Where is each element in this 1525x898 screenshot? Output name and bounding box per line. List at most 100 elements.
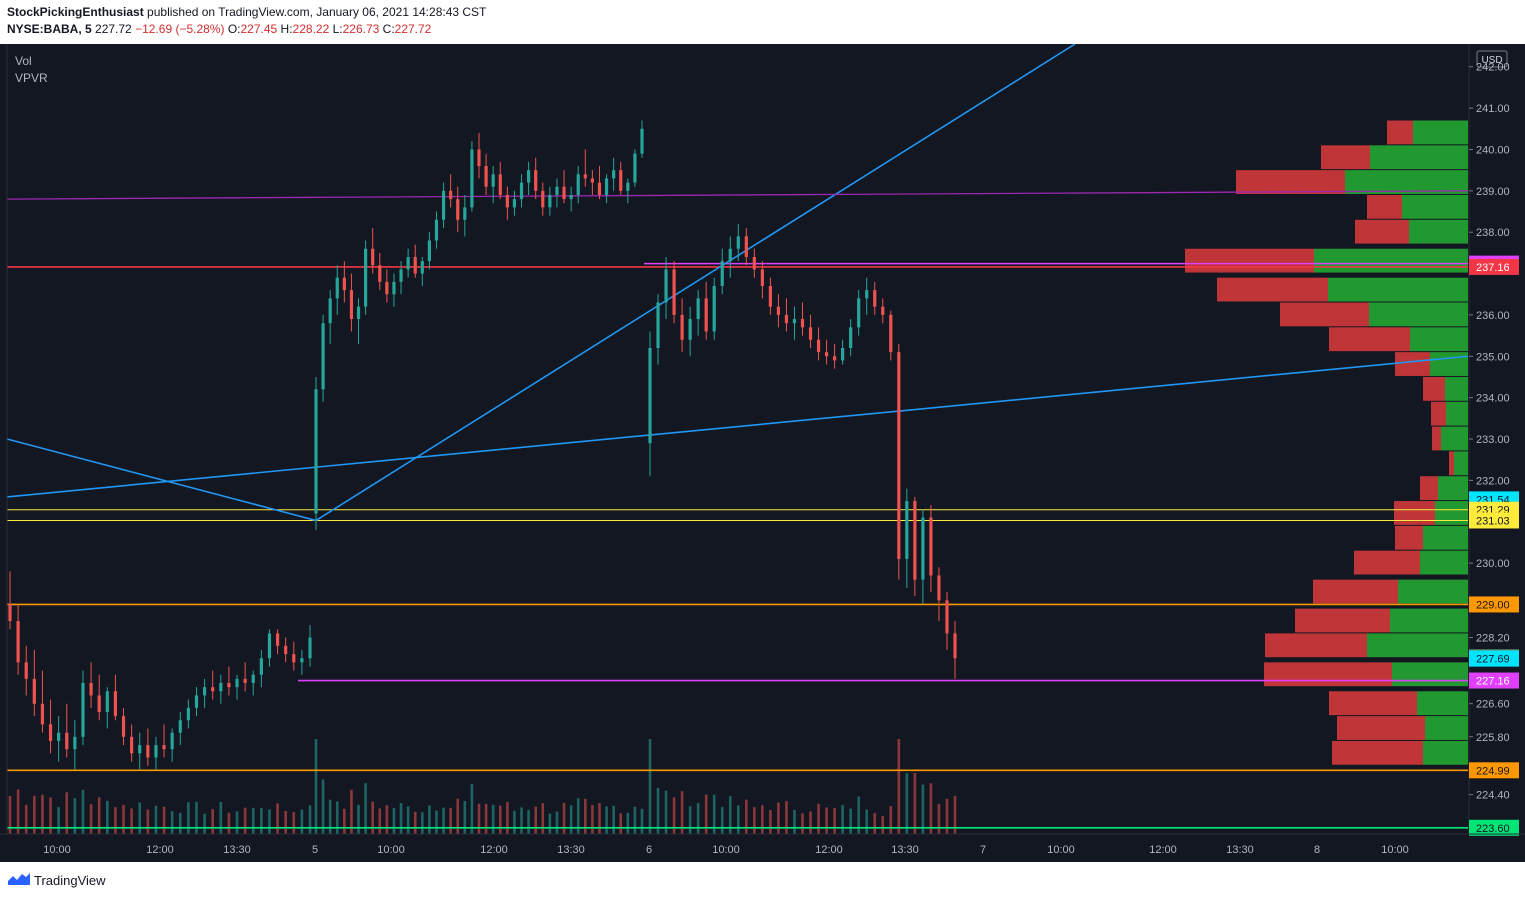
vpvr-up-bar-20 — [1367, 633, 1468, 658]
low-value: 226.73 — [342, 22, 380, 36]
volume-bar-32 — [268, 809, 271, 834]
candle-body-60 — [470, 149, 474, 208]
candle-67 — [519, 174, 524, 208]
x-tick-label-14: 13:30 — [1226, 844, 1254, 856]
candle-113 — [873, 281, 877, 315]
candle-body-14 — [121, 716, 126, 737]
candle-26 — [219, 674, 223, 704]
symbol-label[interactable]: NYSE:BABA, 5 — [7, 22, 92, 36]
vpvr-down-bar-18 — [1313, 579, 1398, 604]
candle-body-90 — [688, 319, 692, 340]
volume-bar-84 — [640, 808, 644, 834]
candle-body-121 — [937, 575, 941, 601]
legend-vol[interactable]: Vol — [15, 54, 32, 68]
x-tick-label-10: 13:30 — [891, 844, 919, 856]
vpvr-up-bar-11 — [1446, 401, 1468, 426]
candle-body-99 — [760, 269, 764, 286]
candle-body-12 — [105, 691, 109, 712]
candle-17 — [146, 728, 150, 766]
vpvr-up-bar-10 — [1445, 376, 1468, 401]
x-tick-label-12: 10:00 — [1047, 844, 1075, 856]
candle-body-46 — [371, 248, 375, 266]
candle-21 — [178, 711, 182, 746]
candle-12 — [105, 687, 109, 729]
candle-body-103 — [792, 319, 797, 324]
volume-bar-72 — [555, 811, 559, 834]
candle-50 — [399, 261, 403, 295]
volume-bar-4 — [41, 794, 44, 834]
candle-93 — [712, 277, 716, 340]
candle-105 — [808, 314, 813, 349]
x-tick-label-6: 13:30 — [557, 844, 585, 856]
vpvr-up-bar-17 — [1420, 550, 1468, 575]
volume-bar-74 — [569, 805, 573, 834]
candle-120 — [929, 505, 933, 593]
legend-vpvr[interactable]: VPVR — [15, 71, 48, 85]
volume-bar-76 — [584, 798, 587, 834]
x-tick-label-0: 10:00 — [43, 844, 71, 856]
price-tag-label-1: 237.16 — [1476, 262, 1510, 274]
x-tick-label-2: 13:30 — [223, 844, 251, 856]
vpvr-up-bar-1 — [1370, 145, 1468, 170]
candle-body-49 — [392, 281, 396, 295]
price-tag-label-7: 227.69 — [1476, 654, 1510, 666]
candle-body-3 — [32, 678, 36, 704]
vpvr-up-bar-4 — [1409, 219, 1468, 244]
candle-4 — [40, 670, 45, 733]
volume-bar-18 — [154, 805, 158, 834]
volume-bar-1 — [16, 789, 20, 834]
candle-body-0 — [8, 604, 12, 621]
candle-37 — [308, 625, 312, 667]
candle-body-31 — [259, 658, 263, 675]
candle-body-67 — [519, 182, 524, 200]
candle-103 — [792, 306, 797, 340]
candle-111 — [857, 290, 861, 336]
candle-14 — [121, 707, 126, 746]
candle-body-115 — [889, 314, 893, 353]
candle-body-55 — [434, 219, 439, 241]
candle-body-37 — [308, 637, 312, 659]
candle-41 — [335, 265, 339, 315]
vpvr-down-bar-9 — [1395, 352, 1430, 376]
candle-34 — [284, 637, 288, 663]
vpvr-down-bar-3 — [1367, 194, 1402, 219]
candle-body-17 — [146, 745, 150, 758]
candle-body-32 — [267, 633, 272, 659]
price-tag-9 — [1469, 762, 1519, 779]
volume-bar-117 — [905, 773, 909, 834]
volume-bar-39 — [321, 779, 325, 834]
volume-bar-58 — [456, 798, 460, 834]
candle-body-114 — [881, 306, 885, 315]
candle-32 — [267, 629, 272, 667]
volume-bar-90 — [688, 806, 692, 834]
candle-40 — [328, 290, 332, 344]
volume-bar-23 — [195, 801, 198, 834]
volume-bar-45 — [364, 783, 367, 834]
volume-bar-103 — [793, 809, 796, 834]
candle-18 — [154, 736, 158, 770]
author-name[interactable]: StockPickingEnthusiast — [7, 5, 144, 19]
vpvr-down-bar-10 — [1423, 376, 1445, 401]
vpvr-up-bar-0 — [1413, 120, 1468, 145]
volume-bar-69 — [534, 806, 537, 834]
vpvr-down-bar-21 — [1264, 662, 1392, 687]
volume-bar-88 — [672, 797, 676, 834]
time-axis[interactable]: 10:00 12:00 13:30 5 10:00 12:00 13:30 6 10:00 12:… — [0, 833, 1525, 856]
volume-bar-68 — [527, 809, 530, 834]
candle-38 — [314, 376, 318, 530]
vpvr-down-bar-16 — [1395, 525, 1423, 550]
publish-line: StockPickingEnthusiast published on Trad… — [7, 5, 486, 19]
candle-body-112 — [865, 290, 869, 299]
candle-body-47 — [378, 265, 382, 282]
candle-body-21 — [178, 720, 182, 733]
volume-bar-66 — [513, 810, 516, 834]
volume-bar-8 — [73, 798, 77, 834]
candle-body-23 — [194, 695, 199, 708]
y-tick-label-12: 226.60 — [1476, 699, 1510, 711]
volume-bar-55 — [435, 810, 438, 834]
volume-bar-60 — [470, 784, 474, 834]
vpvr-down-bar-1 — [1321, 145, 1370, 170]
volume-bar-110 — [849, 808, 852, 834]
